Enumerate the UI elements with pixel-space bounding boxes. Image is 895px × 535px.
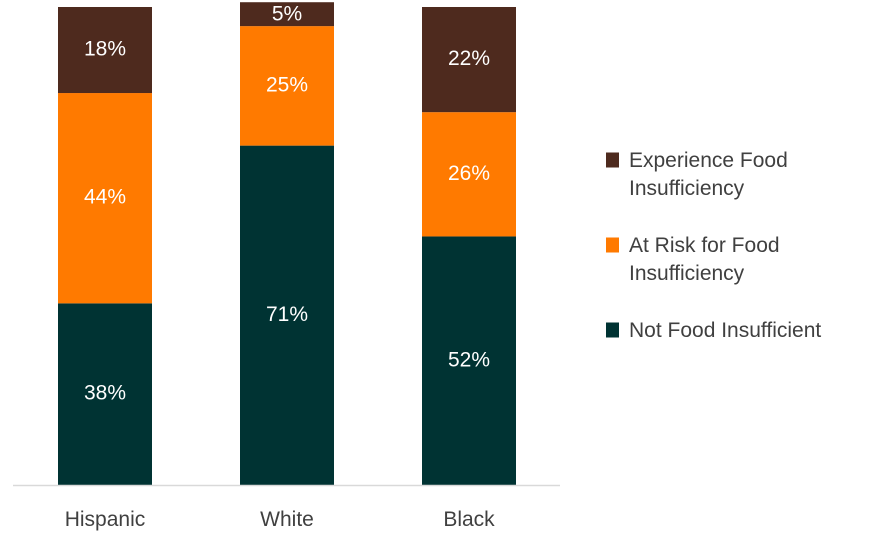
category-label-hispanic: Hispanic [65,508,146,531]
bar-segment-black-series-0 [422,236,516,485]
legend-label-series-0-line-0: Not Food Insufficient [629,319,821,342]
bar-segment-hispanic-series-0 [58,303,152,485]
data-label-white-series-0: 71% [266,303,308,326]
bar-segment-white-series-1 [240,26,334,146]
data-label-black-series-2: 22% [448,47,490,70]
data-label-black-series-1: 26% [448,162,490,185]
legend-label-series-2-line-0: Experience Food [629,149,788,172]
category-labels: Hispanic White Black [65,508,495,531]
bar-segment-hispanic-series-2 [58,7,152,94]
bar-segment-hispanic-series-1 [58,93,152,304]
category-label-black: Black [443,508,495,531]
legend-swatch-series-2 [606,152,619,168]
data-label-hispanic-series-1: 44% [84,186,126,209]
bar-segment-black-series-1 [422,112,516,237]
legend-label-series-1-line-0: At Risk for Food [629,234,780,257]
data-label-white-series-1: 25% [266,73,308,96]
bars-group: 38% 44% 18% 71% 25% 5% 52% 26% 22% [58,2,516,485]
bar-segment-black-series-2 [422,7,516,113]
data-label-white-series-2: 5% [272,3,302,26]
legend-swatch-series-1 [606,237,619,253]
bar-segment-white-series-2 [240,2,334,27]
legend-label-series-2-line-1: Insufficiency [629,177,745,200]
category-label-white: White [260,508,314,531]
data-label-hispanic-series-2: 18% [84,38,126,61]
data-label-hispanic-series-0: 38% [84,382,126,405]
legend: Experience Food Insufficiency At Risk for … [606,149,821,342]
legend-swatch-series-0 [606,322,619,338]
bar-segment-white-series-0 [240,145,334,485]
data-label-black-series-0: 52% [448,348,490,371]
legend-label-series-1-line-1: Insufficiency [629,262,745,285]
